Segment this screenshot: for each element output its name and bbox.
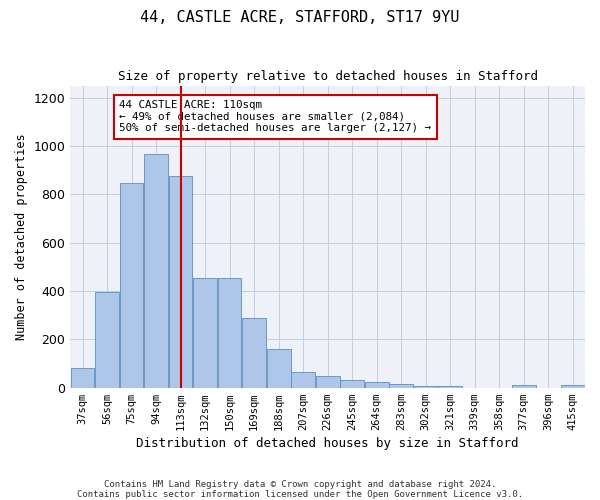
Bar (439, 386, 462, 388)
Bar (365, 382, 389, 388)
Bar (218, 278, 241, 388)
Text: Contains HM Land Registry data © Crown copyright and database right 2024.: Contains HM Land Registry data © Crown c… (104, 480, 496, 489)
Bar (193, 278, 217, 388)
Bar (561, 386, 584, 388)
Bar (414, 386, 437, 388)
Bar (169, 176, 193, 388)
Bar (389, 384, 413, 388)
Text: 44, CASTLE ACRE, STAFFORD, ST17 9YU: 44, CASTLE ACRE, STAFFORD, ST17 9YU (140, 10, 460, 25)
Bar (291, 372, 315, 388)
Bar (267, 349, 290, 388)
Text: 44 CASTLE ACRE: 110sqm
← 49% of detached houses are smaller (2,084)
50% of semi-: 44 CASTLE ACRE: 110sqm ← 49% of detached… (119, 100, 431, 134)
Bar (119, 184, 143, 388)
Y-axis label: Number of detached properties: Number of detached properties (15, 134, 28, 340)
Bar (340, 380, 364, 388)
Bar (144, 154, 168, 388)
Text: Contains public sector information licensed under the Open Government Licence v3: Contains public sector information licen… (77, 490, 523, 499)
X-axis label: Distribution of detached houses by size in Stafford: Distribution of detached houses by size … (136, 437, 519, 450)
Bar (512, 386, 536, 388)
Bar (95, 292, 119, 388)
Bar (242, 318, 266, 388)
Bar (71, 368, 94, 388)
Bar (316, 376, 340, 388)
Title: Size of property relative to detached houses in Stafford: Size of property relative to detached ho… (118, 70, 538, 83)
